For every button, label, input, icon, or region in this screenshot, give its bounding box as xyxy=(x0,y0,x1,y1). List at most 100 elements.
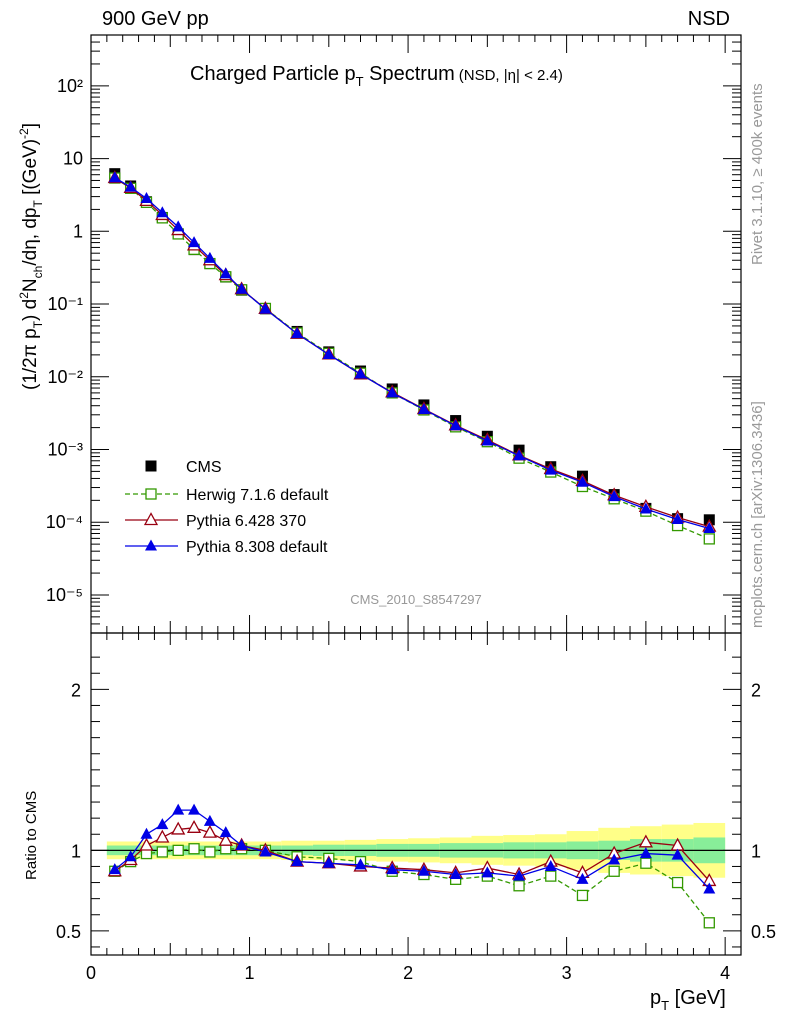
ratio-point xyxy=(188,843,200,855)
legend-entry-cms: CMS xyxy=(145,459,222,476)
legend-marker xyxy=(145,488,157,500)
x-tick-label: 0 xyxy=(86,963,96,983)
ratio-point xyxy=(638,834,653,848)
y-tick-label: 1 xyxy=(73,221,83,241)
ratio-point xyxy=(576,872,589,884)
legend-entry-pythia-6-428-370: Pythia 6.428 370 xyxy=(125,512,306,530)
x-tick-label: 3 xyxy=(562,963,572,983)
data-point xyxy=(203,251,216,263)
y-tick-label: 10⁻⁴ xyxy=(46,512,83,532)
series-line xyxy=(114,177,710,540)
y-axis-label: (1/2π pT) d2Nch/dη, dpT [(GeV)-2] xyxy=(17,123,45,390)
ratio-point xyxy=(544,859,557,871)
ratio-point xyxy=(640,857,652,869)
data-point xyxy=(235,282,248,294)
ratio-point xyxy=(671,848,684,860)
ratio-point xyxy=(417,864,430,876)
legend-marker xyxy=(145,539,157,551)
data-point xyxy=(481,434,494,446)
data-point xyxy=(417,402,430,414)
data-point xyxy=(188,236,201,248)
ratio-point xyxy=(172,803,185,815)
ratio-point xyxy=(202,824,217,838)
data-point xyxy=(156,206,169,218)
data-point xyxy=(172,220,185,232)
ratio-point xyxy=(545,870,557,882)
series-group xyxy=(107,168,717,929)
ratio-point xyxy=(108,863,121,875)
data-point xyxy=(671,513,684,525)
ratio-tick-label-right: 1 xyxy=(751,841,761,861)
ratio-point xyxy=(172,844,184,856)
ratio-point xyxy=(386,863,399,875)
data-point xyxy=(639,502,652,514)
y-tick-label: 10 xyxy=(63,149,83,169)
y-tick-label: 10⁻³ xyxy=(47,440,83,460)
ratio-point xyxy=(124,850,137,862)
ratio-point xyxy=(186,819,202,833)
legend: CMS Herwig 7.1.6 default Pythia 6.428 370 P… xyxy=(125,459,329,556)
ratio-point xyxy=(259,845,272,857)
chart-title: Charged Particle pT Spectrum (NSD, |η| < … xyxy=(190,63,563,89)
ratio-point xyxy=(156,846,168,858)
ratio-point xyxy=(671,876,684,889)
ratio-point xyxy=(171,821,186,835)
data-point xyxy=(140,192,153,204)
legend-label: Pythia 8.308 default xyxy=(186,539,328,556)
ratio-axis-label: Ratio to CMS xyxy=(23,791,40,880)
data-point xyxy=(703,533,715,545)
ratio-tick-label-left: 0.5 xyxy=(56,922,81,942)
ratio-point xyxy=(608,853,621,865)
ratio-point xyxy=(156,818,169,830)
axis-ticks xyxy=(90,34,742,955)
data-point xyxy=(354,367,367,379)
data-point xyxy=(259,302,272,314)
data-point xyxy=(608,490,621,502)
ratio-point xyxy=(513,880,525,892)
series-pythia-6-428-370 xyxy=(107,170,717,532)
data-point xyxy=(219,267,232,279)
ratio-point xyxy=(139,837,154,851)
data-point xyxy=(291,327,304,339)
side-label-rivet: Rivet 3.1.10, ≥ 400k events xyxy=(749,83,766,265)
series-line xyxy=(114,177,710,530)
data-point xyxy=(703,522,716,534)
legend-label: CMS xyxy=(186,459,222,476)
data-point xyxy=(124,180,137,192)
ratio-point xyxy=(188,803,201,815)
ratio-point xyxy=(235,839,248,851)
y-tick-label: 10⁻² xyxy=(47,367,83,387)
ratio-point xyxy=(322,856,335,868)
y-tick-label: 10⁻¹ xyxy=(47,294,83,314)
ratio-point xyxy=(608,865,620,877)
ratio-tick-label-left: 2 xyxy=(71,680,81,700)
data-point xyxy=(449,419,462,431)
ratio-tick-label-left: 1 xyxy=(71,841,81,861)
data-point xyxy=(322,348,335,360)
tick-labels: 10⁻⁵ 10⁻⁴ 10⁻³ 10⁻² 10⁻¹ 1 10 10² 0.5 0.5 1 1 2 2 0 1 2 3… xyxy=(46,76,776,983)
data-point xyxy=(544,463,557,475)
y-tick-label: 10² xyxy=(57,76,83,96)
legend-entry-pythia-8-308-default: Pythia 8.308 default xyxy=(125,539,328,556)
side-label-mcplots: mcplots.cern.ch [arXiv:1306.3436] xyxy=(749,401,766,628)
ratio-point xyxy=(513,869,526,881)
ratio-series-pythia-8-308-default xyxy=(108,803,716,894)
x-axis-label: pT [GeV] xyxy=(650,987,726,1013)
ratio-point xyxy=(449,868,462,879)
x-tick-label: 2 xyxy=(403,963,413,983)
series-pythia-8-308-default xyxy=(108,171,716,534)
ratio-point xyxy=(203,814,216,826)
legend-label: Herwig 7.1.6 default xyxy=(186,487,329,504)
ratio-point xyxy=(481,866,494,878)
ratio-tick-label-right: 2 xyxy=(751,680,761,700)
ratio-point xyxy=(204,846,216,858)
ratio-point xyxy=(291,855,304,867)
ratio-point xyxy=(218,832,233,846)
ratio-point xyxy=(155,829,170,843)
ratio-point xyxy=(140,827,153,839)
header-right-label: NSD xyxy=(687,8,730,30)
y-tick-label: 10⁻⁵ xyxy=(46,585,83,605)
y-axis-label-text: (1/2π pT) d2Nch/dη, dpT [(GeV)-2] xyxy=(17,123,45,390)
x-tick-label: 4 xyxy=(720,963,730,983)
legend-marker xyxy=(145,460,157,472)
